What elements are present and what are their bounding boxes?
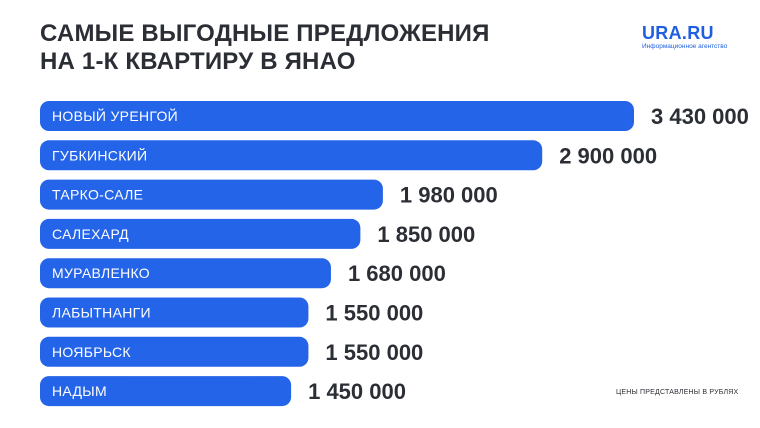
bar-value-label-6: 1 550 000 (325, 301, 423, 326)
bar-category-label-6: ЛАБЫТНАНГИ (52, 305, 151, 321)
bar-category-label-7: НОЯБРЬСК (52, 344, 131, 360)
currency-note: ЦЕНЫ ПРЕДСТАВЛЕНЫ В РУБЛЯХ (616, 389, 739, 396)
bar-5 (40, 258, 331, 289)
bar-2 (40, 140, 543, 171)
bar-category-label-3: ТАРКО-САЛЕ (52, 187, 143, 203)
bar-category-label-2: ГУБКИНСКИЙ (52, 146, 147, 163)
bar-6 (40, 297, 309, 328)
bar-8 (40, 376, 292, 407)
bar-category-label-4: САЛЕХАРД (52, 226, 129, 242)
bar-value-label-2: 2 900 000 (559, 143, 657, 168)
bar-value-label-7: 1 550 000 (325, 340, 423, 365)
chart-title-line-2: НА 1-К КВАРТИРУ В ЯНАО (40, 48, 356, 75)
logo-wordmark: URA.RU (642, 23, 714, 43)
bar-1 (40, 101, 634, 131)
ura-logo: URA.RU Информационное агентство (642, 24, 742, 51)
bar-3 (40, 179, 383, 210)
bar-category-label-8: НАДЫМ (52, 383, 107, 399)
bar-value-label-5: 1 680 000 (348, 261, 446, 286)
bar-value-label-8: 1 450 000 (308, 379, 406, 404)
bar-value-label-1: 3 430 000 (651, 104, 749, 129)
chart-title: САМЫЕ ВЫГОДНЫЕ ПРЕДЛОЖЕНИЯ НА 1-К КВАРТИ… (40, 20, 560, 76)
chart-title-line-1: САМЫЕ ВЫГОДНЫЕ ПРЕДЛОЖЕНИЯ (40, 20, 490, 47)
bar-category-label-5: МУРАВЛЕНКО (52, 265, 150, 281)
bar-7 (40, 336, 309, 367)
bar-category-label-1: НОВЫЙ УРЕНГОЙ (52, 107, 178, 124)
logo-tagline: Информационное агентство (642, 43, 728, 50)
bar-value-label-4: 1 850 000 (377, 222, 475, 247)
bar-value-label-3: 1 980 000 (400, 183, 498, 208)
bar-4 (40, 218, 361, 249)
